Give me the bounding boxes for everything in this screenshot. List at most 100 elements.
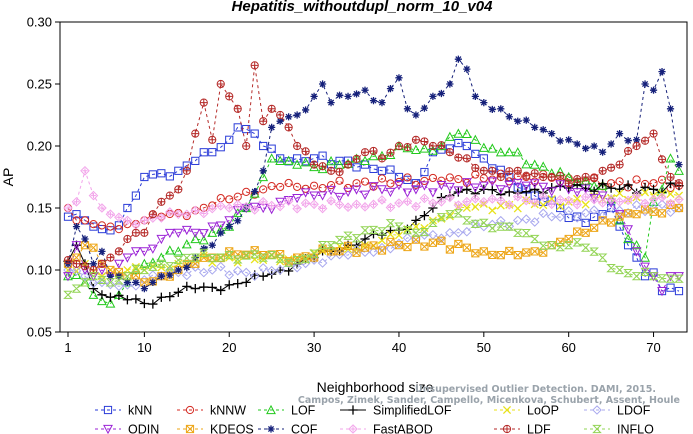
data-point: [623, 209, 633, 218]
data-point: [614, 265, 625, 275]
data-point: [283, 258, 294, 267]
data-point: [631, 200, 642, 210]
series-layer: [63, 55, 684, 309]
data-point: [251, 187, 259, 196]
data-point: [487, 224, 498, 233]
data-point: [318, 162, 327, 171]
data-point: [623, 225, 634, 235]
data-point: [88, 190, 99, 201]
data-point: [419, 193, 430, 204]
data-point: [241, 251, 252, 260]
data-point: [89, 220, 98, 229]
data-point: [174, 166, 183, 175]
data-point: [462, 141, 471, 151]
series-ldf: [63, 61, 684, 275]
data-point: [631, 190, 642, 201]
data-point: [521, 181, 532, 191]
data-point: [275, 155, 286, 165]
data-point: [249, 205, 260, 215]
data-point: [445, 192, 455, 203]
data-point: [140, 172, 149, 182]
data-point: [478, 181, 489, 191]
data-point: [234, 217, 242, 225]
data-point: [428, 198, 438, 208]
data-point: [436, 196, 447, 207]
data-point: [597, 211, 608, 221]
data-point: [318, 184, 327, 193]
data-point: [538, 161, 549, 171]
legend-item-lof: LOF: [258, 404, 316, 418]
data-point: [267, 104, 276, 113]
data-point: [606, 183, 616, 193]
data-point: [80, 165, 90, 176]
data-point: [512, 228, 523, 237]
data-point: [369, 241, 378, 250]
data-point: [623, 180, 633, 190]
data-point: [648, 194, 659, 205]
data-point: [335, 91, 344, 99]
data-point: [411, 235, 421, 244]
data-point: [573, 212, 582, 221]
data-point: [351, 234, 362, 243]
data-point: [182, 281, 192, 291]
data-point: [140, 228, 149, 237]
data-point: [420, 104, 429, 112]
data-point: [266, 200, 277, 211]
data-point: [539, 172, 548, 182]
data-point: [156, 292, 166, 302]
data-point: [454, 55, 462, 63]
data-point: [573, 227, 582, 236]
x-tick-label: 70: [646, 340, 660, 355]
data-point: [123, 278, 132, 286]
data-point: [624, 137, 632, 145]
legend-marker: [266, 404, 276, 415]
data-point: [80, 271, 90, 282]
data-point: [410, 144, 421, 154]
data-point: [309, 161, 320, 172]
data-point: [63, 272, 73, 282]
data-point: [461, 128, 472, 138]
legend-item-simplifiedlof: SimplifiedLOF: [340, 404, 452, 418]
legend: kNN kNNW LOF SimplifiedLOF LoOP LDOF ODIN KDEOS…: [95, 404, 654, 434]
data-point: [479, 166, 488, 175]
data-point: [326, 181, 336, 190]
data-point: [462, 243, 471, 252]
data-point: [343, 250, 353, 260]
series-line: [67, 126, 680, 292]
data-point: [623, 269, 633, 278]
data-point: [614, 205, 625, 216]
data-point: [471, 249, 480, 258]
data-point: [148, 299, 158, 309]
data-point: [292, 159, 303, 169]
x-tick-label: 30: [307, 340, 321, 355]
data-point: [547, 172, 556, 182]
data-point: [496, 190, 506, 200]
data-point: [215, 221, 226, 231]
data-point: [444, 182, 455, 193]
data-point: [632, 253, 641, 262]
data-point: [360, 202, 370, 212]
data-point: [360, 155, 370, 165]
data-point: [581, 172, 590, 182]
data-point: [343, 241, 353, 250]
data-point: [615, 189, 624, 198]
series-ldof: [63, 199, 684, 292]
data-point: [71, 196, 82, 207]
data-point: [479, 247, 488, 256]
data-point: [198, 208, 209, 219]
data-point: [242, 141, 251, 151]
data-point: [427, 145, 438, 155]
data-point: [105, 209, 116, 220]
data-point: [351, 244, 362, 255]
legend-marker: [103, 424, 113, 434]
data-point: [555, 180, 566, 190]
data-point: [546, 211, 557, 222]
data-point: [258, 196, 268, 207]
data-point: [360, 177, 370, 186]
data-point: [190, 205, 201, 216]
data-point: [352, 248, 361, 257]
data-point: [394, 222, 404, 231]
x-tick-label: 60: [561, 340, 575, 355]
x-tick-label: 20: [222, 340, 236, 355]
